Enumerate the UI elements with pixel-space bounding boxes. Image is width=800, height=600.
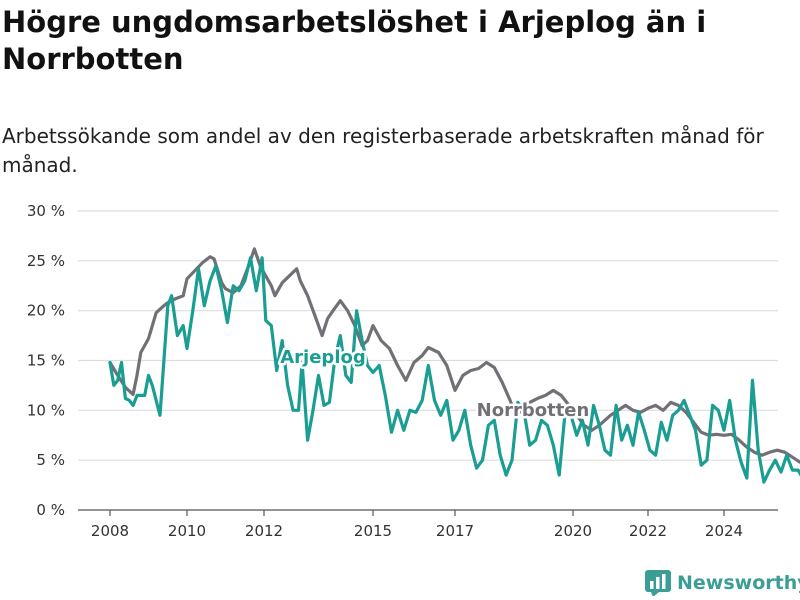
axes: 0 % 5 % 10 % 15 % 20 % 25 % 30 % 2008 2010 2012 20… [27, 202, 778, 540]
x-tick-label-2020: 2020 [554, 522, 592, 540]
chart-subtitle: Arbetssökande som andel av den registerb… [2, 124, 764, 177]
grid [78, 210, 778, 461]
chart-title: Högre ungdomsarbetslöshet i Arjeplog än … [2, 5, 707, 76]
y-tick-label-20: 20 % [27, 302, 65, 320]
y-tick-label-25: 25 % [27, 252, 65, 270]
x-tick-label-2015: 2015 [354, 522, 392, 540]
x-tick-label-2012: 2012 [245, 522, 283, 540]
series-line-norrbotten [108, 247, 800, 464]
series-name-arjeplog: Arjeplog [280, 347, 366, 368]
y-tick-label-30: 30 % [27, 202, 65, 220]
brand-name: Newsworthy [677, 572, 800, 594]
x-tick-label-2024: 2024 [705, 522, 743, 540]
series [108, 247, 800, 484]
y-tick-label-10: 10 % [27, 401, 65, 419]
series-name-halo-arjeplog: Arjeplog [280, 347, 366, 368]
bar-chart-icon [645, 570, 671, 596]
labels: 4,8 %9,9 %NorrbottenNorrbottenArjeplogAr… [278, 345, 592, 424]
y-tick-label-15: 15 % [27, 352, 65, 370]
series-name-halo-norrbotten: Norrbotten [477, 400, 590, 421]
x-tick-label-2010: 2010 [168, 522, 206, 540]
newsworthy-logo: Newsworthy [645, 568, 800, 598]
x-tick-label-2017: 2017 [436, 522, 474, 540]
series-name-norrbotten: Norrbotten [477, 400, 590, 421]
series-line-arjeplog [108, 256, 800, 484]
y-tick-label-0: 0 % [36, 501, 65, 519]
x-tick-label-2022: 2022 [629, 522, 667, 540]
y-tick-label-5: 5 % [36, 451, 65, 469]
x-tick-label-2008: 2008 [91, 522, 129, 540]
